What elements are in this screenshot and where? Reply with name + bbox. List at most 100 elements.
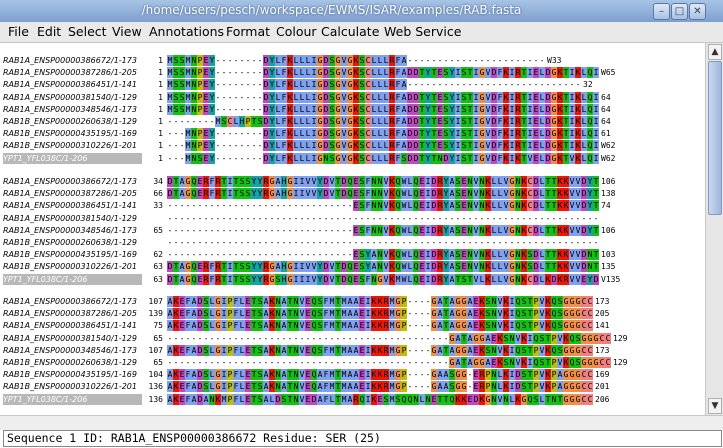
sequence-residues[interactable]: AKEFADSLGIPFLETSAKNATNVEQSFMTMAAEIKKRMGP… bbox=[167, 344, 593, 356]
sequence-id[interactable]: RAB1A_ENSP00000348546/1-173 bbox=[3, 104, 137, 114]
sequence-row[interactable]: RAB1A_ENSP00000386451/1-141 1 MSSMNPEY----… bbox=[0, 79, 705, 91]
menu-annotations[interactable]: Annotations bbox=[149, 24, 225, 39]
sequence-row[interactable]: RAB1A_ENSP00000386672/1-173 107 AKEFADSLGI… bbox=[0, 296, 705, 307]
sequence-id[interactable]: RAB1A_ENSP00000386451/1-141 bbox=[3, 201, 137, 211]
sequence-row[interactable]: RAB1B_ENSP00000435195/1-169 62 -----------… bbox=[0, 249, 705, 261]
sequence-id[interactable]: RAB1A_ENSP00000387286/1-205 bbox=[3, 309, 137, 319]
sequence-residues[interactable]: DTAGQERFRTITSSYYRGAHGIIVVYDVTDQESFNNVKQW… bbox=[167, 176, 599, 187]
sequence-row[interactable]: RAB1B_ENSP00000310226/1-201 63 DTAGQERFRTI… bbox=[0, 261, 705, 273]
menu-calculate[interactable]: Calculate bbox=[321, 24, 380, 39]
alignment-panel[interactable]: RAB1A_ENSP00000386672/1-173 1 MSSMNPEY----… bbox=[0, 43, 705, 415]
sequence-row[interactable]: YPT1_YFL038C/1-206 136 AKEFADANKMPFLETSALD… bbox=[0, 393, 705, 405]
sequence-id[interactable]: RAB1B_ENSP00000310226/1-201 bbox=[3, 262, 137, 272]
sequence-id[interactable]: RAB1B_ENSP00000435195/1-169 bbox=[3, 129, 137, 139]
scrollbar-thumb[interactable] bbox=[708, 61, 722, 215]
sequence-residues[interactable]: DTAGQERFRTITSSYYRGSHGIIIVYDVTDQESFNGVKMW… bbox=[167, 273, 599, 285]
vertical-scrollbar[interactable]: ▲ ▼ bbox=[705, 43, 723, 415]
sequence-residues[interactable]: DTAGQERFRTITSSYYRGAHGIIVVYDVTDQESFNNVKQW… bbox=[167, 188, 599, 200]
menu-view[interactable]: View bbox=[112, 24, 142, 39]
sequence-row[interactable]: RAB1A_ENSP00000348546/1-173 1 MSSMNPEY----… bbox=[0, 103, 705, 115]
sequence-residues[interactable]: AKEFADSLGIPFLETSAKNATNVEQSFMTMAAEIKKRMGP… bbox=[167, 296, 593, 307]
sequence-id[interactable]: RAB1A_ENSP00000386672/1-173 bbox=[3, 56, 137, 65]
sequence-id[interactable]: RAB1A_ENSP00000381540/1-129 bbox=[3, 333, 137, 343]
sequence-id[interactable]: YPT1_YFL038C/1-206 bbox=[3, 393, 142, 405]
sequence-row[interactable]: RAB1B_ENSP00000310226/1-201 136 AKEFADSLGI… bbox=[0, 381, 705, 393]
sequence-id[interactable]: RAB1A_ENSP00000348546/1-173 bbox=[3, 345, 137, 355]
sequence-residues[interactable]: ---MNSEY--------DYLFKLLLIGNSGVGKSCLLLRFS… bbox=[167, 152, 599, 164]
sequence-residues[interactable]: DTAGQERFRTITSSYYRGAHGIIVVYDVTDQESYANVKQW… bbox=[167, 261, 599, 273]
sequence-row[interactable]: YPT1_YFL038C/1-206 1 ---MNSEY--------DYLFK… bbox=[0, 152, 705, 164]
sequence-id[interactable]: YPT1_YFL038C/1-206 bbox=[3, 273, 142, 285]
sequence-id[interactable]: RAB1B_ENSP00000310226/1-201 bbox=[3, 141, 137, 151]
sequence-residues[interactable]: AKEFADSLGIPFLETSAKNATNVEQSFMTMAAEIKKRMGP… bbox=[167, 320, 593, 332]
sequence-row[interactable]: RAB1B_ENSP00000260638/1-129 1 --------MSCL… bbox=[0, 116, 705, 127]
sequence-residues[interactable]: AKEFADSLGIPFLETSAKNATNVEQSFMTMAAEIKKRMGP… bbox=[167, 308, 593, 320]
sequence-row[interactable]: RAB1A_ENSP00000348546/1-173 65 -----------… bbox=[0, 224, 705, 236]
menu-format[interactable]: Format bbox=[226, 24, 271, 39]
sequence-row[interactable]: RAB1B_ENSP00000435195/1-169 104 AKEFADSLGI… bbox=[0, 369, 705, 381]
sequence-id[interactable]: RAB1A_ENSP00000348546/1-173 bbox=[3, 225, 137, 235]
sequence-row[interactable]: RAB1B_ENSP00000435195/1-169 1 ---MNPEY----… bbox=[0, 128, 705, 140]
sequence-row[interactable]: RAB1A_ENSP00000381540/1-129 -------------… bbox=[0, 213, 705, 224]
sequence-row[interactable]: RAB1A_ENSP00000387286/1-205 1 MSSMNPEY----… bbox=[0, 67, 705, 79]
sequence-id[interactable]: RAB1B_ENSP00000260638/1-129 bbox=[3, 358, 137, 367]
scroll-up-icon[interactable]: ▲ bbox=[708, 44, 722, 60]
sequence-residues[interactable]: AKEFADANKMPFLETSALDSTNVEDAFLTMARQIKESMSQ… bbox=[167, 393, 593, 405]
sequence-id[interactable]: RAB1A_ENSP00000387286/1-205 bbox=[3, 68, 137, 78]
sequence-row[interactable]: RAB1A_ENSP00000381540/1-129 1 MSSMNPEY----… bbox=[0, 91, 705, 103]
sequence-residues[interactable]: -------------------------------ESFNNVKQW… bbox=[167, 200, 599, 212]
sequence-residues[interactable]: ----------------------------------------… bbox=[167, 357, 611, 368]
menu-file[interactable]: File bbox=[8, 24, 29, 39]
sequence-row[interactable]: RAB1A_ENSP00000387286/1-205 139 AKEFADSLGI… bbox=[0, 308, 705, 320]
sequence-residues[interactable]: --------MSCLHPTSDYLFKLLLIGDSGVGKSCLLLRFA… bbox=[167, 116, 599, 127]
sequence-row[interactable]: RAB1A_ENSP00000386672/1-173 34 DTAGQERFRTI… bbox=[0, 176, 705, 187]
sequence-row[interactable]: RAB1B_ENSP00000260638/1-129 -------------… bbox=[0, 237, 705, 248]
sequence-id[interactable]: RAB1B_ENSP00000435195/1-169 bbox=[3, 250, 137, 260]
maximize-icon[interactable]: □ bbox=[671, 3, 688, 20]
menu-web-service[interactable]: Web Service bbox=[384, 24, 462, 39]
sequence-row[interactable]: RAB1B_ENSP00000310226/1-201 1 ---MNPEY----… bbox=[0, 140, 705, 152]
sequence-id[interactable]: RAB1B_ENSP00000310226/1-201 bbox=[3, 382, 137, 392]
sequence-id[interactable]: YPT1_YFL038C/1-206 bbox=[3, 152, 142, 164]
sequence-residues[interactable]: ----------------------------------------… bbox=[167, 213, 599, 223]
menu-edit[interactable]: Edit bbox=[37, 24, 62, 39]
sequence-id[interactable]: RAB1A_ENSP00000386672/1-173 bbox=[3, 297, 137, 306]
sequence-residues[interactable]: MSSMNPEY--------DYLFKLLLIGDSGVGKSCLLLRFA… bbox=[167, 67, 599, 79]
sequence-id[interactable]: RAB1A_ENSP00000386451/1-141 bbox=[3, 321, 137, 331]
scroll-down-icon[interactable]: ▼ bbox=[708, 398, 722, 414]
sequence-residues[interactable]: AKEFADSLGIPFLETSAKNATNVEQAFMTMAAEIKKRMGP… bbox=[167, 369, 593, 381]
sequence-row[interactable]: RAB1A_ENSP00000348546/1-173 107 AKEFADSLGI… bbox=[0, 344, 705, 356]
sequence-row[interactable]: RAB1A_ENSP00000386672/1-173 1 MSSMNPEY----… bbox=[0, 55, 705, 66]
sequence-residues[interactable]: -------------------------------ESFNNVKQW… bbox=[167, 224, 599, 236]
menu-colour[interactable]: Colour bbox=[276, 24, 317, 39]
sequence-row[interactable]: RAB1A_ENSP00000387286/1-205 66 DTAGQERFRTI… bbox=[0, 188, 705, 200]
sequence-id[interactable]: RAB1B_ENSP00000260638/1-129 bbox=[3, 238, 137, 247]
panel-separator[interactable] bbox=[0, 415, 723, 430]
sequence-residues[interactable]: MSSMNPEY--------DYLFKLLLIGDSGVGKSCLLLRFA… bbox=[167, 103, 599, 115]
menu-select[interactable]: Select bbox=[68, 24, 107, 39]
sequence-residues[interactable]: ---MNPEY--------DYLFKLLLIGDSGVGKSCLLLRFA… bbox=[167, 140, 599, 152]
sequence-row[interactable]: RAB1A_ENSP00000381540/1-129 65 -----------… bbox=[0, 332, 705, 344]
sequence-residues[interactable]: MSSMNPEY--------DYLFKLLLIGDSGVGKSCLLLRFA… bbox=[167, 79, 581, 91]
sequence-id[interactable]: RAB1A_ENSP00000386451/1-141 bbox=[3, 80, 137, 90]
sequence-residues[interactable]: ----------------------------------------… bbox=[167, 332, 611, 344]
sequence-id[interactable]: RAB1B_ENSP00000435195/1-169 bbox=[3, 370, 137, 380]
sequence-residues[interactable]: AKEFADSLGIPFLETSAKNATNVEQAFMTMAAEIKKRMGP… bbox=[167, 381, 593, 393]
sequence-id[interactable]: RAB1A_ENSP00000386672/1-173 bbox=[3, 177, 137, 186]
sequence-residues[interactable]: MSSMNPEY--------DYLFKLLLIGDSGVGKSCLLLRFA… bbox=[167, 91, 599, 103]
start-position: 1 bbox=[158, 104, 163, 114]
sequence-residues[interactable]: -------------------------------ESYANVKQW… bbox=[167, 249, 599, 261]
close-icon[interactable]: ✕ bbox=[689, 3, 706, 20]
sequence-id[interactable]: RAB1A_ENSP00000381540/1-129 bbox=[3, 92, 137, 102]
sequence-row[interactable]: YPT1_YFL038C/1-206 63 DTAGQERFRTITSSYYRGSH… bbox=[0, 273, 705, 285]
sequence-row[interactable]: RAB1A_ENSP00000386451/1-141 75 AKEFADSLGIP… bbox=[0, 320, 705, 332]
sequence-id[interactable]: RAB1B_ENSP00000260638/1-129 bbox=[3, 117, 137, 126]
sequence-residues[interactable]: ---MNPEY--------DYLFKLLLIGDSGVGKSCLLLRFA… bbox=[167, 128, 599, 140]
sequence-row[interactable]: RAB1B_ENSP00000260638/1-129 65 -----------… bbox=[0, 357, 705, 368]
sequence-id[interactable]: RAB1A_ENSP00000387286/1-205 bbox=[3, 189, 137, 199]
sequence-id[interactable]: RAB1A_ENSP00000381540/1-129 bbox=[3, 213, 137, 223]
sequence-residues[interactable]: MSSMNPEY--------DYLFKLLLIGDSGVGKSCLLLRFA… bbox=[167, 55, 545, 66]
minimize-icon[interactable]: – bbox=[653, 3, 670, 20]
sequence-row[interactable]: RAB1A_ENSP00000386451/1-141 33 -----------… bbox=[0, 200, 705, 212]
sequence-residues[interactable]: ----------------------------------------… bbox=[167, 238, 599, 247]
